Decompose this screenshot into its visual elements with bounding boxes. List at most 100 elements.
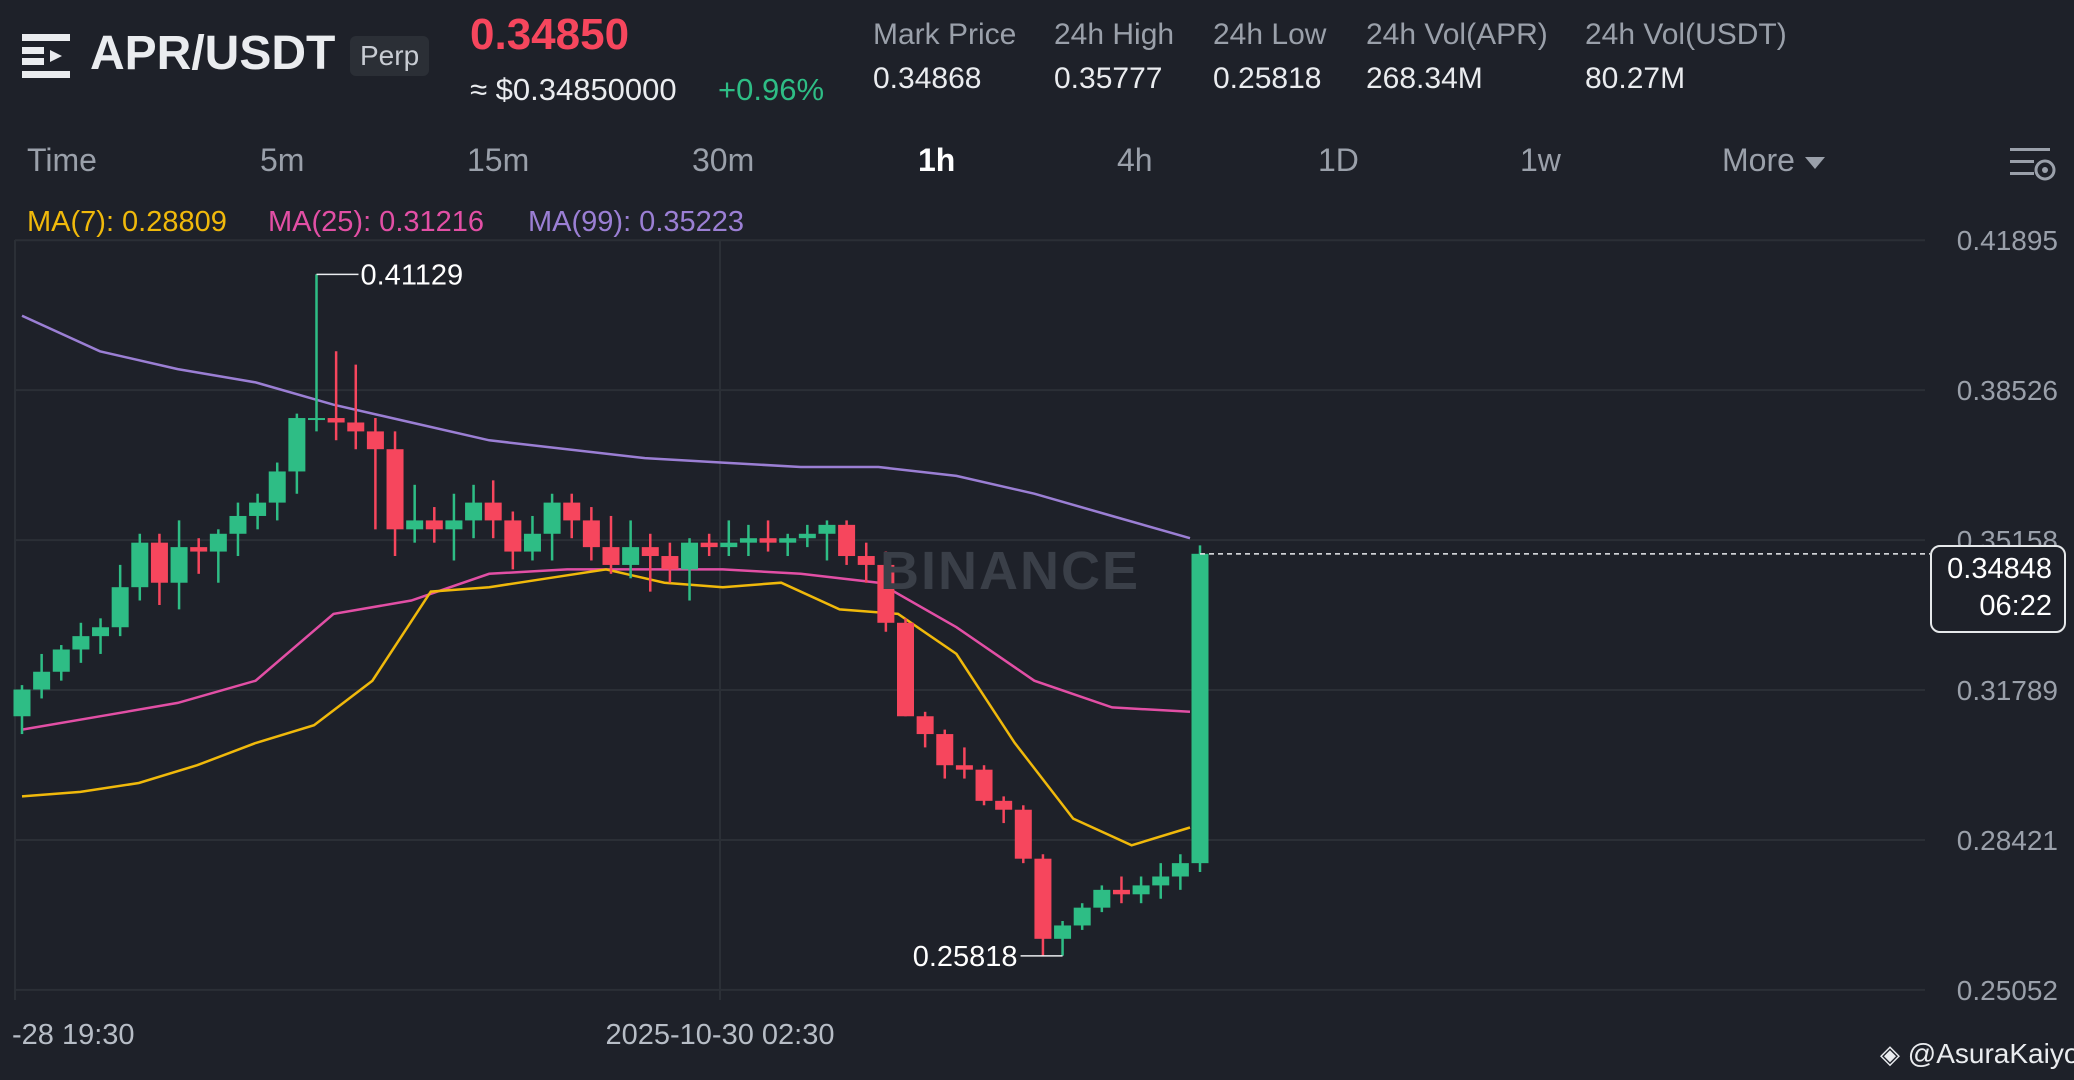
y-tick-label: 0.38526 [1957, 375, 2058, 406]
candle-body [288, 418, 306, 472]
candle-body [366, 431, 384, 450]
candle-body [445, 520, 463, 530]
candle-body [1191, 553, 1209, 864]
candle-body [465, 502, 483, 521]
tab-more[interactable]: More [1722, 142, 1825, 179]
binance-watermark-text: BINANCE [880, 541, 1141, 601]
candle-countdown: 06:22 [1979, 590, 2052, 622]
tab-5m[interactable]: 5m [260, 142, 305, 178]
tab-time[interactable]: Time [27, 142, 97, 178]
candle-body [92, 627, 110, 637]
candle-body [543, 502, 561, 534]
diamond-logo-icon: ◈ [1880, 1039, 1900, 1069]
chart-settings-icon[interactable] [2010, 144, 2056, 184]
candle-body [386, 449, 404, 530]
candle-body [327, 418, 345, 423]
annotations: 0.41129 0.25818 [316, 259, 1930, 973]
candle-body [641, 547, 659, 557]
candle-body [955, 765, 973, 770]
perp-badge: Perp [350, 36, 430, 76]
candle-body [484, 502, 502, 521]
pair-title[interactable]: APR/USDT [90, 27, 336, 80]
tab-1d[interactable]: 1D [1318, 142, 1359, 178]
candle-body [504, 520, 522, 552]
candle-body [1014, 809, 1032, 859]
stat-value-mark-price: 0.34868 [873, 62, 982, 95]
usd-price: ≈ $0.34850000 [470, 72, 677, 107]
last-price: 0.34850 [470, 10, 630, 59]
candle-body [720, 542, 738, 548]
candle-body [681, 542, 699, 570]
tab-4h[interactable]: 4h [1117, 142, 1153, 178]
candle-body [13, 689, 31, 717]
ma99-line [21, 314, 1191, 540]
stat-label-24h-vol-apr: 24h Vol(APR) [1366, 18, 1548, 51]
stat-label-24h-low: 24h Low [1213, 18, 1327, 51]
y-tick-label: 0.28421 [1957, 825, 2058, 856]
ma25-legend: MA(25): 0.31216 [268, 206, 485, 238]
candle-body [838, 524, 856, 557]
tab-30m[interactable]: 30m [692, 142, 755, 178]
high-marker-label: 0.41129 [361, 259, 464, 291]
candle-body [1152, 876, 1170, 886]
candle-body [779, 538, 797, 543]
candle-body [347, 422, 365, 432]
candle-body [1073, 907, 1091, 926]
candle-body [700, 542, 718, 548]
candle-body [406, 520, 424, 530]
stat-value-24h-vol-usdt: 80.27M [1585, 62, 1686, 95]
stat-value-24h-low: 0.25818 [1213, 62, 1322, 95]
candle-body [936, 734, 954, 766]
candle-body [582, 520, 600, 548]
candle-body [268, 471, 286, 503]
candle-body [995, 800, 1013, 810]
candle-body [622, 547, 640, 565]
current-price-value: 0.34848 [1947, 553, 2052, 585]
moving-averages [21, 314, 1191, 847]
candle-body [131, 542, 149, 588]
candle-body [249, 502, 267, 516]
candle-body [170, 547, 188, 583]
price-change: +0.96% [718, 72, 825, 107]
tab-15m[interactable]: 15m [467, 142, 530, 178]
tab-more-label: More [1722, 142, 1795, 178]
candle-body [975, 769, 993, 801]
ma7-line [21, 568, 1191, 847]
x-tick-label: -28 19:30 [12, 1019, 135, 1051]
candles [13, 274, 1209, 956]
binance-watermark: BINANCE [880, 540, 1140, 602]
candle-body [877, 564, 895, 623]
candle-body [190, 547, 208, 552]
stat-label-mark-price: Mark Price [873, 18, 1017, 51]
candle-body [602, 547, 620, 565]
candle-body [72, 636, 90, 650]
candle-body [857, 556, 875, 565]
candle-body [739, 538, 757, 543]
y-tick-label: 0.41895 [1957, 225, 2058, 256]
caret-down-icon [1804, 156, 1825, 169]
candle-body [798, 533, 816, 539]
menu-icon[interactable] [22, 34, 70, 78]
tab-1w[interactable]: 1w [1520, 142, 1561, 178]
candle-body [916, 716, 934, 735]
tab-1h[interactable]: 1h [918, 142, 956, 178]
low-marker-label: 0.25818 [913, 941, 1018, 973]
candle-body [1171, 863, 1189, 877]
ma99-legend: MA(99): 0.35223 [528, 206, 745, 238]
candle-body [1093, 889, 1111, 908]
stat-label-24h-vol-usdt: 24h Vol(USDT) [1585, 18, 1787, 51]
candle-body [523, 533, 541, 552]
ma7-legend: MA(7): 0.28809 [27, 206, 227, 238]
author-credit-text: @AsuraKaiyo [1907, 1038, 2074, 1069]
candle-body [897, 622, 914, 717]
candle-body [425, 520, 443, 530]
candle-body [33, 671, 51, 690]
stat-label-24h-high: 24h High [1054, 18, 1175, 51]
candle-body [661, 556, 679, 570]
x-axis-labels: -28 19:30 2025-10-30 02:30 [12, 1019, 834, 1051]
stat-value-24h-high: 0.35777 [1054, 62, 1163, 95]
candle-body [52, 649, 70, 672]
candle-body [150, 542, 168, 583]
candle-body [759, 538, 777, 543]
